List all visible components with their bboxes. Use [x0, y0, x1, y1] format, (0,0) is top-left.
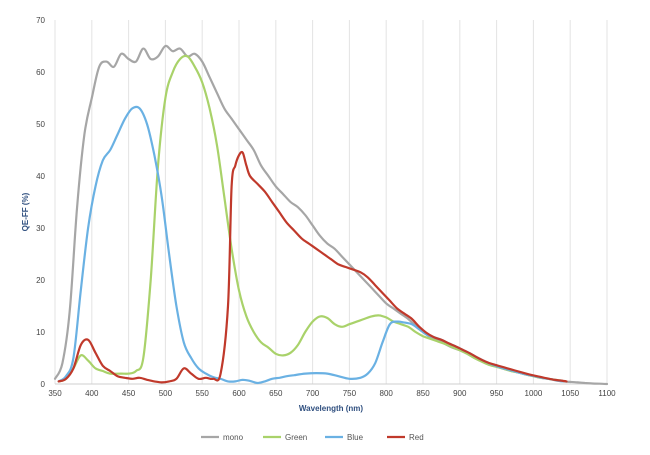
- y-tick-label: 20: [36, 276, 45, 285]
- series-line-green: [57, 54, 564, 383]
- x-tick-label: 1050: [561, 389, 579, 398]
- x-tick-label: 600: [232, 389, 246, 398]
- x-tick-label: 350: [48, 389, 62, 398]
- y-tick-label: 50: [36, 120, 45, 129]
- x-tick-label: 750: [343, 389, 357, 398]
- x-tick-label: 500: [159, 389, 173, 398]
- series-lines: [53, 44, 609, 386]
- y-tick-label: 30: [36, 224, 45, 233]
- x-tick-label: 900: [453, 389, 467, 398]
- x-tick-label: 800: [380, 389, 394, 398]
- x-tick-label: 450: [122, 389, 136, 398]
- y-tick-label: 0: [41, 380, 46, 389]
- legend-label-green: Green: [285, 433, 307, 442]
- series-line-red: [57, 150, 568, 384]
- legend-label-blue: Blue: [347, 433, 364, 442]
- legend: mono Green Blue Red: [201, 433, 424, 442]
- x-tick-label: 700: [306, 389, 320, 398]
- y-axis-label: QE-FF (%): [21, 192, 30, 231]
- x-tick-label: 950: [490, 389, 504, 398]
- x-tick-label: 550: [196, 389, 210, 398]
- legend-label-mono: mono: [223, 433, 244, 442]
- series-line-mono: [53, 44, 609, 386]
- x-axis-label: Wavelength (nm): [299, 404, 363, 413]
- legend-label-red: Red: [409, 433, 424, 442]
- y-tick-label: 40: [36, 172, 45, 181]
- y-tick-label: 10: [36, 328, 45, 337]
- y-tick-label: 70: [36, 16, 45, 25]
- x-tick-label: 650: [269, 389, 283, 398]
- y-tick-label: 60: [36, 68, 45, 77]
- x-tick-label: 850: [416, 389, 430, 398]
- grid-lines: [54, 20, 608, 384]
- x-tick-label: 400: [85, 389, 99, 398]
- x-tick-label: 1100: [598, 389, 616, 398]
- axes: 350 400 450 500 550 600 650 700 750 800 850 900 950 1…: [36, 16, 616, 398]
- x-tick-label: 1000: [525, 389, 543, 398]
